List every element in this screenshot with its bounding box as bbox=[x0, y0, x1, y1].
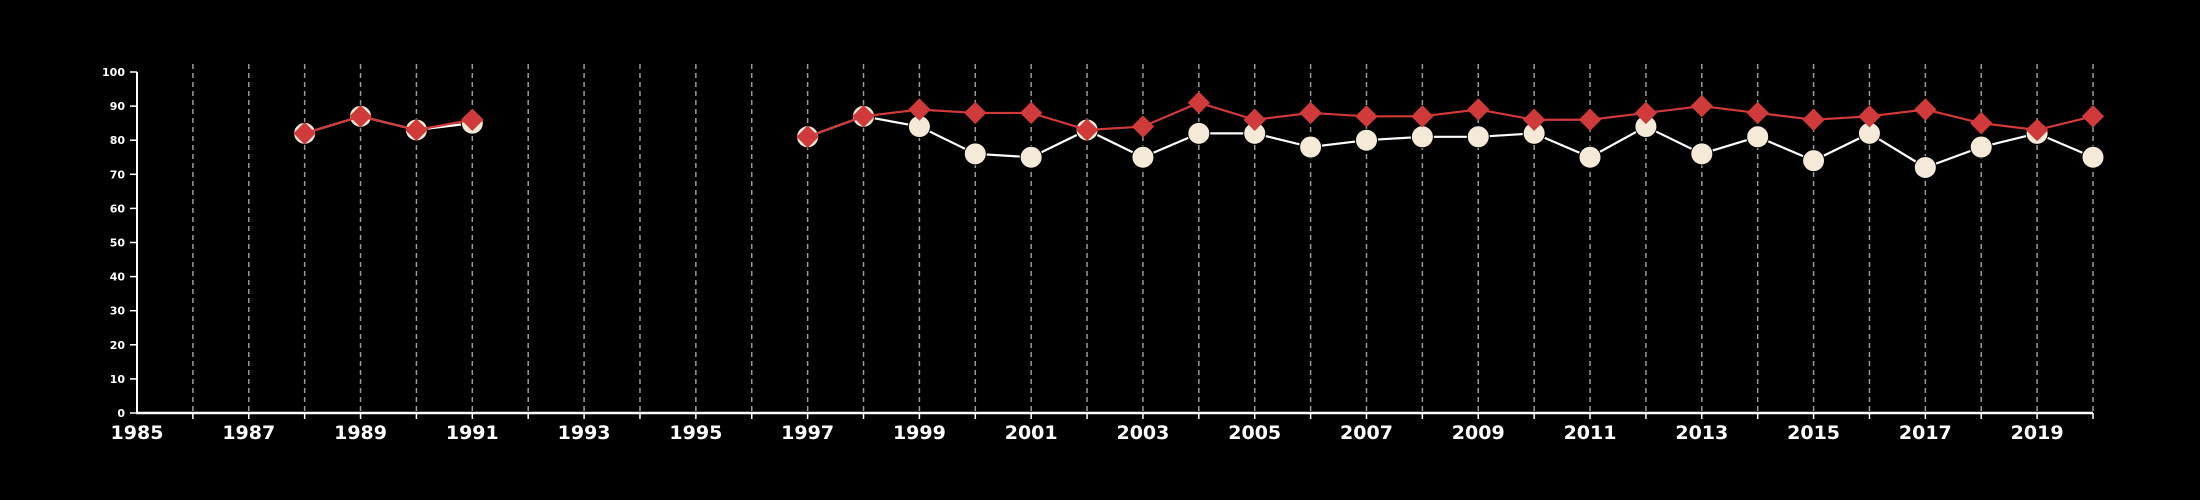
series-1-point bbox=[963, 142, 987, 166]
series-layer bbox=[293, 91, 2105, 179]
y-tick-label: 100 bbox=[102, 66, 125, 79]
series-2-point bbox=[1187, 91, 1211, 114]
series-2-point bbox=[1634, 101, 1658, 125]
x-tick-label: 2001 bbox=[1005, 422, 1058, 444]
series-1-point bbox=[1354, 128, 1378, 152]
series-1-point bbox=[1746, 125, 1770, 149]
series-2-point bbox=[2081, 105, 2105, 128]
series-1-point bbox=[1969, 135, 1993, 159]
y-tick-label: 60 bbox=[110, 202, 126, 215]
series-2-point bbox=[1299, 101, 1322, 125]
series-2-point bbox=[1522, 108, 1546, 131]
x-tick-label: 1987 bbox=[222, 422, 275, 444]
axes-layer: 0 10 20 30 40 50 60 70 80 90 100 1985 1987 1989 1991 19… bbox=[102, 66, 2094, 444]
series-1-point bbox=[1299, 135, 1323, 159]
y-tick-label: 80 bbox=[110, 134, 126, 147]
series-2-point bbox=[1746, 101, 1769, 125]
series-2-point bbox=[1131, 115, 1155, 138]
series-2-point bbox=[1578, 108, 1602, 131]
x-tick-label: 1995 bbox=[669, 422, 722, 444]
series-1-point bbox=[1187, 121, 1211, 145]
y-tick-label: 70 bbox=[110, 168, 126, 181]
series-2-point bbox=[1019, 101, 1043, 125]
series-2-point bbox=[964, 101, 987, 125]
series-2-point bbox=[293, 122, 316, 145]
x-tick-label: 1989 bbox=[334, 422, 387, 444]
series-1-point bbox=[2081, 145, 2105, 169]
y-tick-label: 90 bbox=[110, 100, 126, 113]
y-tick-label: 30 bbox=[110, 305, 126, 318]
x-tick-label: 2009 bbox=[1452, 422, 1505, 444]
x-tick-label: 1991 bbox=[446, 422, 499, 444]
series-2-point bbox=[1075, 118, 1099, 142]
series-2 bbox=[293, 91, 2105, 148]
series-2-point bbox=[1858, 105, 1881, 128]
y-tick-label: 40 bbox=[110, 271, 126, 284]
x-tick-label: 1993 bbox=[558, 422, 611, 444]
series-2-point bbox=[1355, 105, 1378, 128]
series-2-point bbox=[796, 125, 819, 148]
series-2-point bbox=[405, 118, 428, 142]
series-2-point bbox=[1467, 98, 1490, 121]
series-2-point bbox=[461, 108, 484, 131]
series-1-point bbox=[1131, 145, 1155, 169]
y-tick-label: 20 bbox=[110, 339, 126, 352]
series-2-point bbox=[1690, 94, 1714, 118]
series-1-line-segment-2 bbox=[807, 115, 2094, 169]
series-2-point bbox=[1802, 108, 1825, 131]
series-2-point bbox=[1411, 105, 1434, 128]
x-tick-label: 1997 bbox=[781, 422, 834, 444]
series-1-point bbox=[1019, 145, 1043, 169]
series-1-point bbox=[1410, 125, 1434, 149]
series-2-point bbox=[1243, 108, 1266, 131]
series-1-point bbox=[1578, 145, 1602, 169]
series-1-point bbox=[1802, 149, 1826, 173]
series-2-point bbox=[1970, 111, 1993, 135]
x-tick-label: 2011 bbox=[1564, 422, 1617, 444]
x-tick-label: 2019 bbox=[2011, 422, 2064, 444]
x-tick-label: 2003 bbox=[1116, 422, 1169, 444]
series-2-point bbox=[908, 98, 931, 121]
series-2-line-segment-2 bbox=[807, 101, 2094, 138]
x-tick-label: 1999 bbox=[893, 422, 946, 444]
x-tick-label: 2015 bbox=[1787, 422, 1840, 444]
x-tick-label: 2013 bbox=[1675, 422, 1728, 444]
y-tick-label: 50 bbox=[110, 237, 126, 250]
series-2-point bbox=[349, 105, 372, 128]
y-tick-label: 10 bbox=[110, 373, 126, 386]
x-tick-label: 2007 bbox=[1340, 422, 1393, 444]
series-2-point bbox=[1914, 98, 1937, 121]
x-tick-label: 2017 bbox=[1899, 422, 1952, 444]
series-2-point bbox=[852, 105, 875, 128]
x-tick-label: 1985 bbox=[111, 422, 164, 444]
y-tick-label: 0 bbox=[117, 407, 125, 420]
x-tick-label: 2005 bbox=[1228, 422, 1281, 444]
series-2-point bbox=[2025, 118, 2049, 142]
series-1-point bbox=[1466, 125, 1490, 149]
series-1-point bbox=[1913, 155, 1937, 179]
series-2-line-segment-1 bbox=[304, 115, 473, 135]
series-1-point bbox=[1690, 142, 1714, 166]
